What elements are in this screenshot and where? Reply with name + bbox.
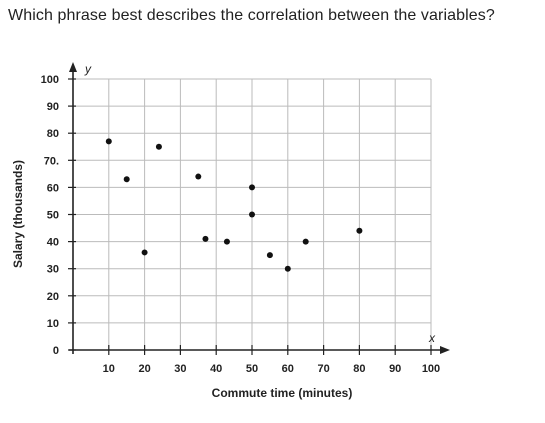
x-tick-label: 50 bbox=[246, 363, 258, 375]
x-tick-label: 30 bbox=[174, 363, 186, 375]
y-tick-label: 80 bbox=[47, 128, 59, 140]
data-point bbox=[223, 238, 230, 245]
data-point bbox=[302, 238, 309, 245]
data-point bbox=[249, 184, 255, 191]
data-point bbox=[249, 211, 255, 218]
data-point bbox=[123, 176, 130, 183]
y-axis-arrow bbox=[69, 62, 77, 72]
y-tick-label: 60 bbox=[47, 182, 59, 194]
y-variable-label: y bbox=[84, 62, 92, 76]
y-tick-label: 0 bbox=[53, 345, 59, 357]
y-tick-label: 10 bbox=[47, 318, 59, 330]
x-tick-label: 10 bbox=[103, 363, 115, 375]
x-tick-label: 20 bbox=[138, 363, 150, 375]
data-point bbox=[141, 249, 148, 256]
y-tick-label: 90 bbox=[47, 101, 59, 113]
x-tick-label: 80 bbox=[353, 363, 365, 375]
x-tick-label: 70 bbox=[317, 363, 329, 375]
data-point bbox=[105, 138, 112, 145]
data-point bbox=[202, 235, 209, 242]
x-tick-label: 60 bbox=[282, 363, 294, 375]
x-axis-arrow bbox=[440, 346, 450, 354]
y-axis-title: Salary (thousands) bbox=[11, 160, 25, 268]
data-point bbox=[195, 173, 202, 180]
data-point bbox=[266, 252, 273, 259]
x-tick-label: 90 bbox=[389, 363, 401, 375]
y-tick-label: 40 bbox=[47, 237, 59, 249]
data-point bbox=[284, 265, 291, 272]
x-tick-labels: 10 20 30 40 50 60 70 80 90 100 bbox=[103, 363, 441, 375]
grid-lines bbox=[73, 78, 432, 350]
x-tick-label: 40 bbox=[210, 363, 222, 375]
y-tick-label: 50 bbox=[47, 210, 59, 222]
x-axis-title: Commute time (minutes) bbox=[212, 386, 353, 400]
axes bbox=[68, 62, 450, 355]
y-tick-label: 30 bbox=[47, 264, 59, 276]
x-variable-label: x bbox=[428, 331, 436, 345]
data-point bbox=[155, 143, 162, 150]
question-text: Which phrase best describes the correlat… bbox=[8, 7, 495, 24]
data-points bbox=[105, 138, 363, 272]
data-point bbox=[356, 227, 363, 234]
y-tick-labels: 0 10 20 30 40 50 60 70. 80 90 100 bbox=[41, 74, 59, 357]
y-tick-label: 100 bbox=[41, 74, 59, 86]
y-tick-label: 20 bbox=[47, 291, 59, 303]
x-tick-label: 100 bbox=[422, 363, 440, 375]
y-tick-label: 70. bbox=[44, 155, 59, 167]
